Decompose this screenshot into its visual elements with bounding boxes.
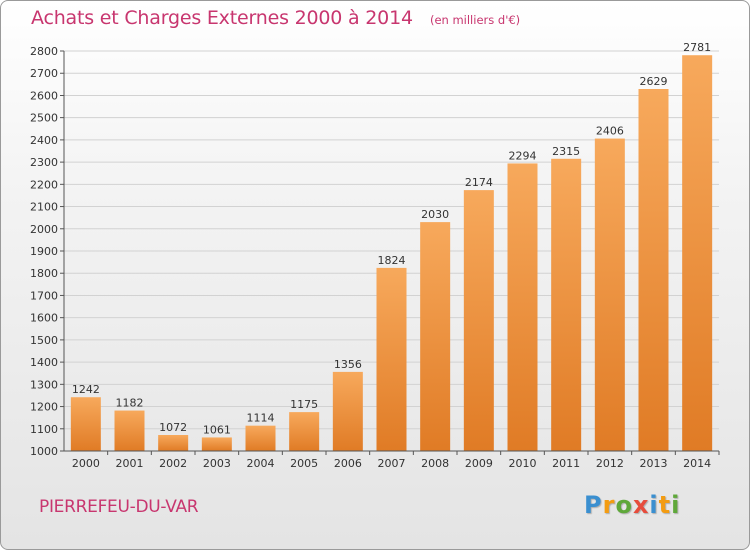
x-tick-label: 2000 xyxy=(72,457,100,470)
x-tick-label: 2001 xyxy=(116,457,144,470)
x-tick-label: 2010 xyxy=(509,457,537,470)
logo-letter: i xyxy=(649,491,659,519)
bar xyxy=(638,89,669,451)
bar xyxy=(201,437,232,451)
bar xyxy=(245,425,276,451)
title-row: Achats et Charges Externes 2000 à 2014 (… xyxy=(31,7,520,29)
chart-subtitle: (en milliers d'€) xyxy=(429,13,521,27)
y-tick-label: 1200 xyxy=(30,401,58,414)
x-tick-label: 2009 xyxy=(465,457,493,470)
x-tick-label: 2007 xyxy=(378,457,406,470)
bar xyxy=(376,267,407,451)
y-tick-label: 2300 xyxy=(30,156,58,169)
y-tick-label: 1000 xyxy=(30,445,58,458)
bar xyxy=(463,190,494,451)
data-label: 2781 xyxy=(683,41,711,54)
y-tick-label: 2500 xyxy=(30,112,58,125)
bar xyxy=(551,158,582,451)
bar xyxy=(289,412,320,451)
y-tick-label: 2000 xyxy=(30,223,58,236)
data-label: 1356 xyxy=(334,358,362,371)
data-label: 2315 xyxy=(552,145,580,158)
x-tick-label: 2006 xyxy=(334,457,362,470)
logo-letter: i xyxy=(671,491,681,519)
y-tick-label: 1600 xyxy=(30,312,58,325)
x-tick-label: 2012 xyxy=(596,457,624,470)
x-tick-label: 2002 xyxy=(159,457,187,470)
y-tick-label: 1300 xyxy=(30,378,58,391)
x-tick-label: 2003 xyxy=(203,457,231,470)
y-tick-label: 1900 xyxy=(30,245,58,258)
commune-name: PIERREFEU-DU-VAR xyxy=(39,497,199,517)
y-tick-label: 2400 xyxy=(30,134,58,147)
bar xyxy=(507,163,538,451)
logo-letter: t xyxy=(658,491,672,519)
data-label: 2406 xyxy=(596,125,624,138)
proxiti-logo: Proxiti xyxy=(584,491,680,519)
y-tick-label: 2100 xyxy=(30,201,58,214)
bar xyxy=(70,397,101,451)
data-label: 1072 xyxy=(159,421,187,434)
logo-letter: P xyxy=(584,491,603,519)
bars xyxy=(70,55,713,452)
x-axis-ticks: 2000 2001 2002 2003 2004 2005 2006 2007 2008 2009… xyxy=(72,451,720,470)
data-label: 2629 xyxy=(640,75,668,88)
x-tick-label: 2008 xyxy=(421,457,449,470)
data-label: 1242 xyxy=(72,383,100,396)
data-label: 2294 xyxy=(509,149,537,162)
data-label: 1824 xyxy=(378,254,406,267)
bar xyxy=(682,55,713,451)
y-tick-label: 2700 xyxy=(30,67,58,80)
y-tick-label: 1700 xyxy=(30,289,58,302)
data-labels: 1242 1182 1072 1061 1114 1175 1356 1824 2030 2174… xyxy=(72,41,711,436)
logo-letter: x xyxy=(632,491,650,519)
bar xyxy=(594,138,625,452)
bar xyxy=(332,371,363,451)
y-tick-label: 2600 xyxy=(30,89,58,102)
y-tick-label: 1100 xyxy=(30,423,58,436)
bar xyxy=(158,435,189,451)
y-axis-ticks: 1000 1100 1200 1300 1400 1500 1600 1700 1800 1900… xyxy=(30,45,64,458)
bar xyxy=(420,222,451,451)
data-label: 1175 xyxy=(290,398,318,411)
x-tick-label: 2011 xyxy=(552,457,580,470)
y-tick-label: 1400 xyxy=(30,356,58,369)
bar xyxy=(114,410,145,451)
x-tick-label: 2014 xyxy=(683,457,711,470)
y-tick-label: 1800 xyxy=(30,267,58,280)
axes xyxy=(63,51,719,452)
data-label: 1061 xyxy=(203,423,231,436)
data-label: 2030 xyxy=(421,208,449,221)
y-tick-label: 2200 xyxy=(30,178,58,191)
x-tick-label: 2013 xyxy=(640,457,668,470)
y-tick-label: 1500 xyxy=(30,334,58,347)
logo-letter: r xyxy=(602,491,616,519)
chart-title: Achats et Charges Externes 2000 à 2014 xyxy=(31,7,413,29)
y-tick-label: 2800 xyxy=(30,45,58,58)
bar-chart: 1000 1100 1200 1300 1400 1500 1600 1700 1800 1900… xyxy=(30,41,720,470)
x-tick-label: 2005 xyxy=(290,457,318,470)
logo-letter: o xyxy=(615,491,633,519)
x-tick-label: 2004 xyxy=(247,457,275,470)
data-label: 1182 xyxy=(116,397,144,410)
data-label: 2174 xyxy=(465,176,493,189)
data-label: 1114 xyxy=(247,412,275,425)
